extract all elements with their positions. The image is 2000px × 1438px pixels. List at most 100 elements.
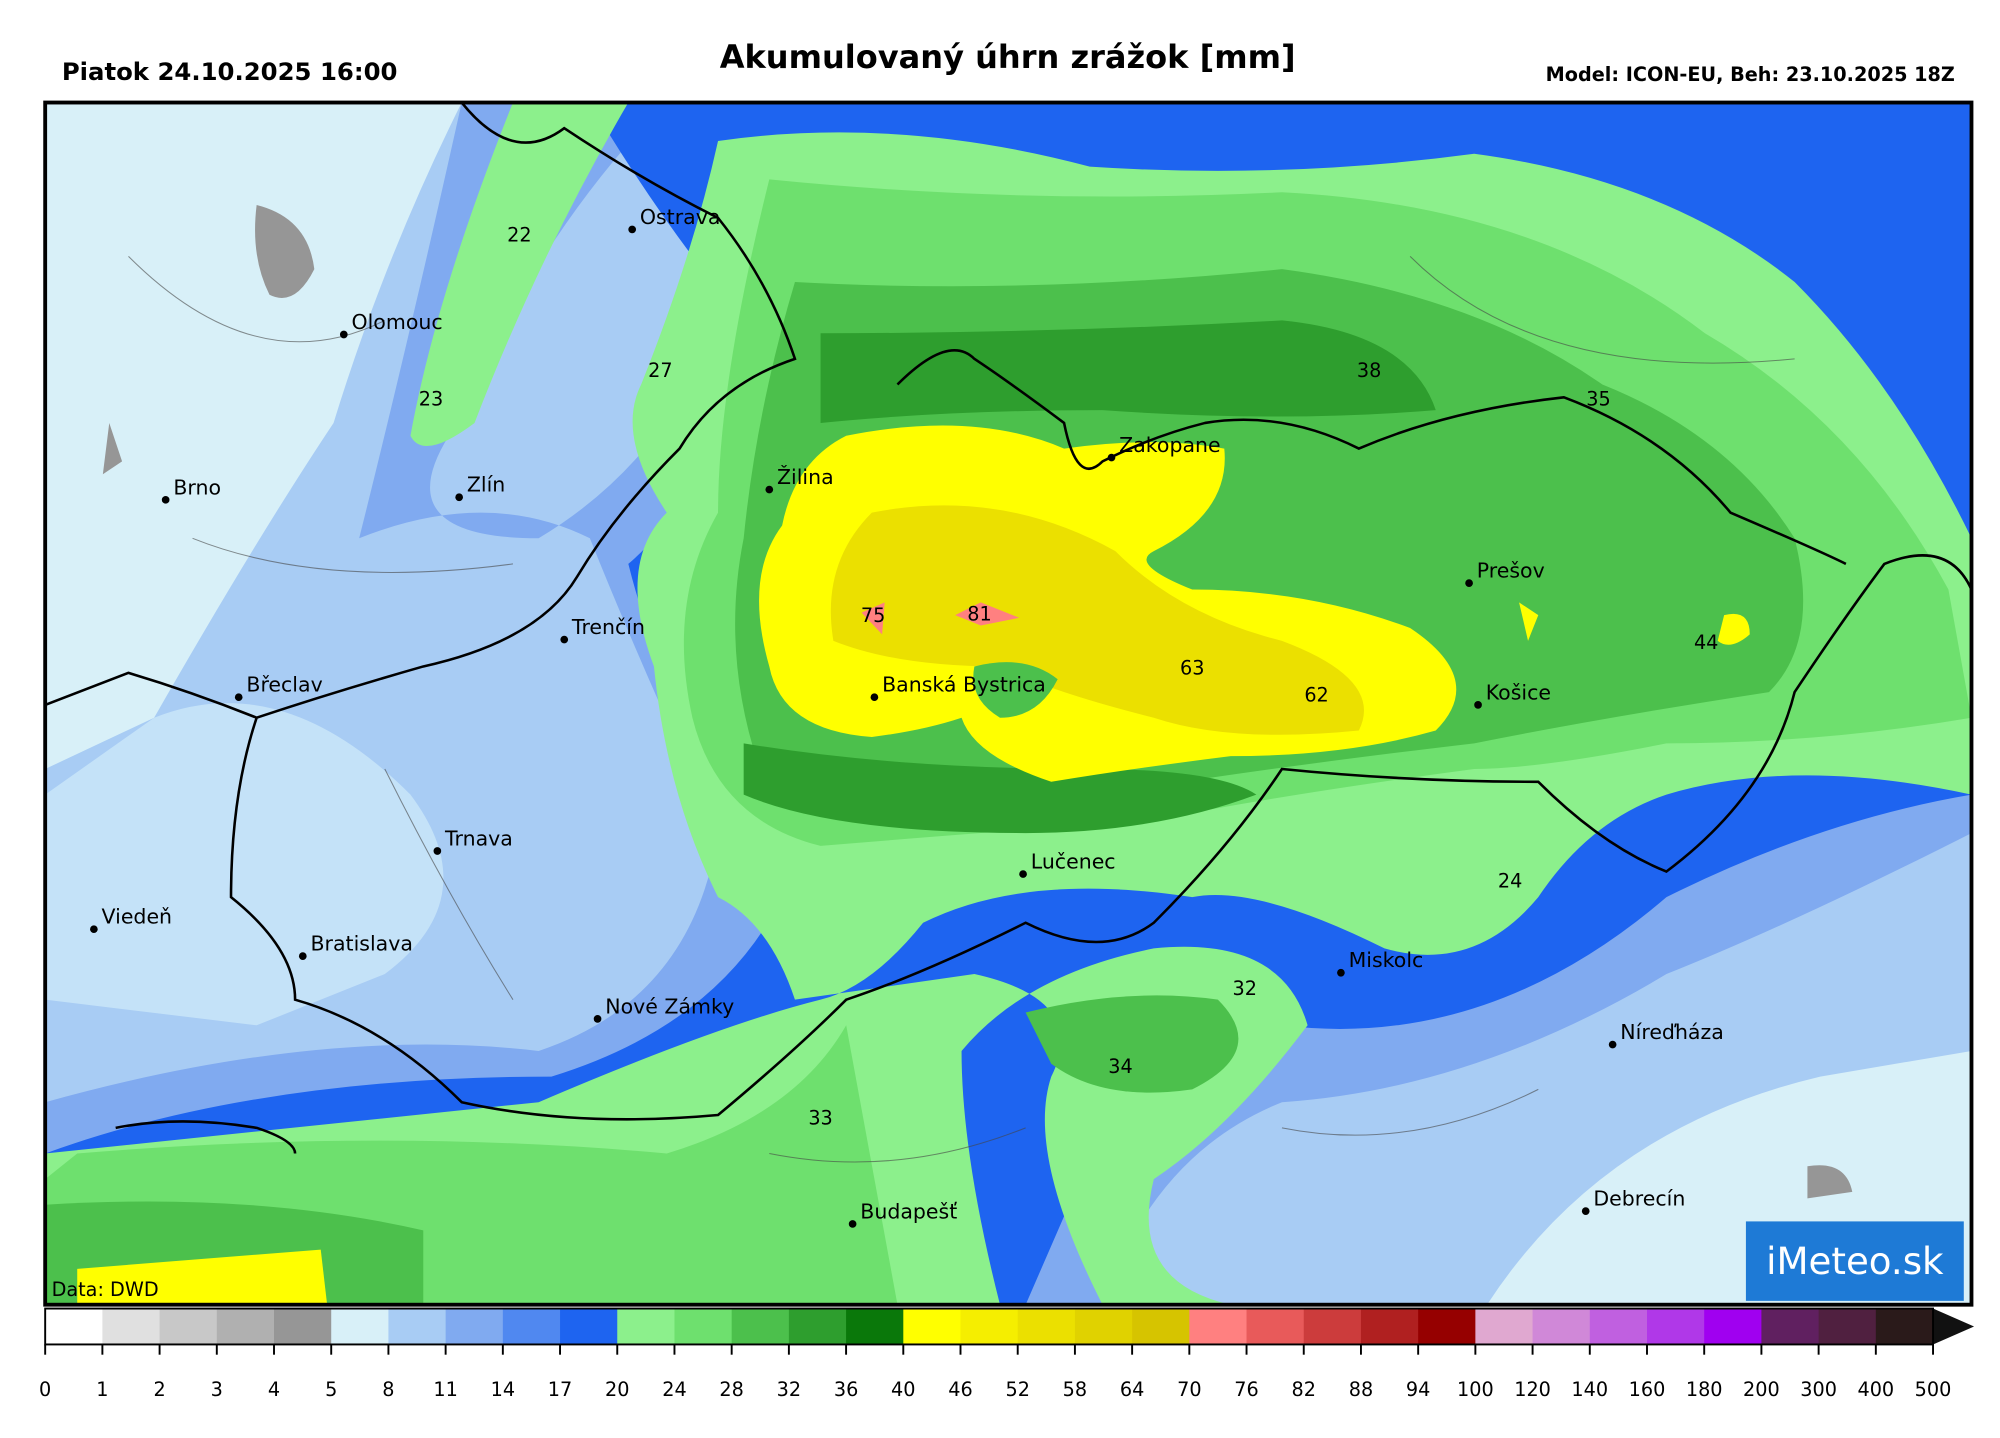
city-dot <box>628 225 637 234</box>
colorbar-swatch <box>1875 1308 1934 1345</box>
value-label: 81 <box>967 603 991 626</box>
colorbar-swatch <box>502 1308 561 1345</box>
city-label: Debrecín <box>1593 1187 1685 1211</box>
colorbar-tick-label: 140 <box>1571 1378 1608 1401</box>
colorbar-tick-label: 0 <box>39 1378 51 1401</box>
colorbar-tick-label: 4 <box>268 1378 280 1401</box>
colorbar-swatch <box>731 1308 790 1345</box>
city-dot <box>339 330 348 339</box>
colorbar-swatch <box>1189 1308 1248 1345</box>
logo: iMeteo.sk <box>1766 1240 1944 1283</box>
colorbar-swatch <box>1532 1308 1591 1345</box>
city-label: Níreďháza <box>1620 1020 1724 1044</box>
city-label: Nové Zámky <box>605 994 734 1018</box>
city-label: Košice <box>1486 680 1551 704</box>
colorbar-tick-label: 82 <box>1292 1378 1316 1401</box>
colorbar-tick-label: 24 <box>662 1378 686 1401</box>
colorbar-swatch <box>1418 1308 1477 1345</box>
colorbar-swatch <box>1704 1308 1763 1345</box>
colorbar-swatch <box>216 1308 275 1345</box>
colorbar-tick-label: 58 <box>1063 1378 1087 1401</box>
value-label: 63 <box>1180 657 1204 680</box>
colorbar-swatch <box>846 1308 904 1345</box>
city-dot <box>234 693 243 702</box>
city-label: Zlín <box>467 473 505 497</box>
colorbar-tick-label: 52 <box>1005 1378 1029 1401</box>
precip-field <box>45 102 1972 1305</box>
value-label: 34 <box>1108 1055 1132 1078</box>
colorbar-swatch <box>1303 1308 1362 1345</box>
colorbar-swatch <box>1646 1308 1705 1345</box>
value-label: 23 <box>419 387 443 410</box>
value-label: 44 <box>1694 631 1718 654</box>
colorbar-swatch <box>903 1308 962 1345</box>
colorbar-tick-label: 64 <box>1120 1378 1144 1401</box>
city-dot <box>1337 968 1345 977</box>
value-label: 22 <box>507 223 531 246</box>
colorbar-swatch <box>617 1308 676 1345</box>
map-title: Akumulovaný úhrn zrážok [mm] <box>720 38 1296 76</box>
colorbar-swatch <box>1074 1308 1133 1345</box>
city-dot <box>1465 579 1473 587</box>
city-dot <box>593 1015 602 1023</box>
colorbar-tick-label: 180 <box>1686 1378 1723 1401</box>
colorbar-swatch <box>102 1308 161 1345</box>
colorbar-tick-label: 400 <box>1857 1378 1894 1401</box>
city-label: Budapešť <box>860 1199 957 1223</box>
colorbar-tick-label: 5 <box>325 1378 337 1401</box>
colorbar-overflow <box>1933 1308 1975 1345</box>
value-label: 62 <box>1304 683 1328 706</box>
colorbar-swatch <box>1017 1308 1076 1345</box>
colorbar-swatch <box>159 1308 218 1345</box>
colorbar-tick-label: 3 <box>211 1378 223 1401</box>
colorbar-tick-label: 160 <box>1629 1378 1666 1401</box>
colorbar-tick-label: 46 <box>948 1378 972 1401</box>
value-label: 32 <box>1233 977 1257 1000</box>
colorbar-tick-label: 11 <box>433 1378 457 1401</box>
city-dot <box>1581 1207 1590 1215</box>
colorbar-swatch <box>1246 1308 1305 1345</box>
colorbar-tick-label: 300 <box>1800 1378 1837 1401</box>
city-label: Břeclav <box>246 673 322 697</box>
city-dot <box>1107 453 1116 462</box>
colorbar-tick-label: 20 <box>605 1378 629 1401</box>
colorbar-tick-label: 28 <box>719 1378 743 1401</box>
value-label: 33 <box>808 1106 832 1129</box>
colorbar-swatch <box>331 1308 390 1345</box>
city-dot <box>433 847 442 855</box>
colorbar-tick-label: 500 <box>1915 1378 1952 1401</box>
city-label: Prešov <box>1477 559 1545 583</box>
colorbar-swatch <box>674 1308 733 1345</box>
colorbar-swatch <box>388 1308 447 1345</box>
map-frame <box>43 100 1974 1307</box>
colorbar-swatch <box>1818 1308 1877 1345</box>
colorbar-swatch <box>45 1308 104 1345</box>
value-label: 27 <box>648 359 672 382</box>
value-label: 24 <box>1498 869 1522 892</box>
city-dot <box>455 493 463 502</box>
value-label: 38 <box>1357 359 1381 382</box>
value-label: 35 <box>1586 387 1610 410</box>
city-label: Ostrava <box>640 205 721 229</box>
logo-box <box>1745 1221 1964 1301</box>
city-dot <box>1019 870 1027 878</box>
colorbar-swatch <box>1360 1308 1419 1345</box>
date-label: Piatok 24.10.2025 16:00 <box>62 57 398 86</box>
colorbar-tick-label: 94 <box>1406 1378 1430 1401</box>
colorbar-tick-label: 17 <box>548 1378 572 1401</box>
city-label: Lučenec <box>1031 850 1116 874</box>
city-label: Trenčín <box>571 615 645 639</box>
value-label: 75 <box>861 604 885 627</box>
data-source: Data: DWD <box>52 1278 159 1301</box>
colorbar-tick-label: 32 <box>777 1378 801 1401</box>
colorbar-swatch <box>445 1308 504 1345</box>
city-dot <box>870 693 879 702</box>
city-dot <box>765 485 774 494</box>
colorbar-frame <box>44 1307 1934 1346</box>
colorbar-tick-label: 40 <box>891 1378 915 1401</box>
city-dot <box>560 635 569 644</box>
city-dot <box>298 952 307 960</box>
colorbar-swatch <box>788 1308 847 1345</box>
city-label: Banská Bystrica <box>882 673 1046 697</box>
